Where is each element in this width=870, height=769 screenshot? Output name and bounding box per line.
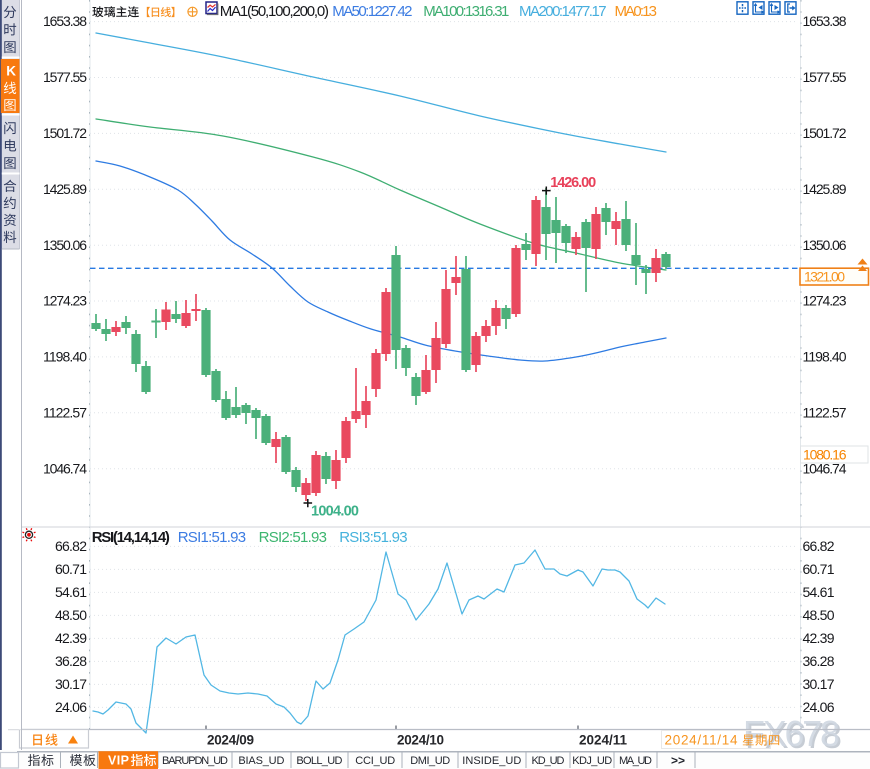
svg-text:MA50:1227.42: MA50:1227.42 xyxy=(332,3,412,20)
svg-text:1198.40: 1198.40 xyxy=(803,349,847,365)
svg-text:24.06: 24.06 xyxy=(803,699,835,715)
svg-text:1122.57: 1122.57 xyxy=(43,404,87,420)
svg-text:1577.55: 1577.55 xyxy=(803,69,847,85)
svg-text:KDJ_UD: KDJ_UD xyxy=(572,755,612,767)
svg-text:VIP: VIP xyxy=(108,754,129,768)
svg-text:66.82: 66.82 xyxy=(55,538,87,554)
svg-text:FX678: FX678 xyxy=(743,713,840,754)
svg-text:1350.06: 1350.06 xyxy=(43,237,87,253)
svg-text:RSI(14,14,14): RSI(14,14,14) xyxy=(92,529,170,546)
svg-text:RSI3:51.93: RSI3:51.93 xyxy=(339,529,407,546)
svg-text:KD_UD: KD_UD xyxy=(532,755,565,767)
svg-text:1501.72: 1501.72 xyxy=(43,125,87,141)
svg-text:1425.89: 1425.89 xyxy=(43,181,87,197)
svg-text:1425.89: 1425.89 xyxy=(803,181,847,197)
svg-text:INSIDE_UD: INSIDE_UD xyxy=(462,755,521,767)
svg-text:36.28: 36.28 xyxy=(803,653,835,669)
svg-text:42.39: 42.39 xyxy=(803,630,835,646)
svg-text:>>: >> xyxy=(671,754,685,768)
svg-text:1653.38: 1653.38 xyxy=(43,13,87,29)
svg-text:2024/10: 2024/10 xyxy=(397,732,444,747)
svg-text:60.71: 60.71 xyxy=(55,561,87,577)
svg-text:2024/09: 2024/09 xyxy=(207,732,254,747)
svg-text:1501.72: 1501.72 xyxy=(803,125,847,141)
svg-text:BOLL_UD: BOLL_UD xyxy=(296,755,342,767)
svg-text:1653.38: 1653.38 xyxy=(803,13,847,29)
svg-text:30.17: 30.17 xyxy=(803,676,835,692)
svg-text:66.82: 66.82 xyxy=(803,538,835,554)
svg-text:2024/11/14: 2024/11/14 xyxy=(665,732,738,747)
svg-text:MA0:13: MA0:13 xyxy=(615,3,658,20)
svg-text:48.50: 48.50 xyxy=(803,607,835,623)
svg-text:MA_UD: MA_UD xyxy=(619,755,652,767)
svg-text:DMI_UD: DMI_UD xyxy=(410,755,450,767)
svg-text:MA100:1316.31: MA100:1316.31 xyxy=(423,3,509,20)
svg-text:1274.23: 1274.23 xyxy=(803,293,847,309)
svg-text:MA200:1477.17: MA200:1477.17 xyxy=(519,3,607,20)
svg-text:1274.23: 1274.23 xyxy=(43,293,87,309)
svg-text:30.17: 30.17 xyxy=(55,676,87,692)
svg-text:2024/11: 2024/11 xyxy=(579,732,627,747)
svg-text:42.39: 42.39 xyxy=(55,630,87,646)
svg-text:RSI2:51.93: RSI2:51.93 xyxy=(259,529,327,546)
svg-text:1046.74: 1046.74 xyxy=(803,460,847,476)
svg-text:60.71: 60.71 xyxy=(803,561,835,577)
svg-text:1080.16: 1080.16 xyxy=(803,447,847,463)
svg-text:1350.06: 1350.06 xyxy=(803,237,847,253)
svg-text:24.06: 24.06 xyxy=(55,699,87,715)
svg-text:48.50: 48.50 xyxy=(55,607,87,623)
svg-text:1198.40: 1198.40 xyxy=(43,349,87,365)
svg-text:1321.00: 1321.00 xyxy=(804,268,845,284)
svg-text:54.61: 54.61 xyxy=(803,584,835,600)
svg-text:CCI_UD: CCI_UD xyxy=(355,755,395,767)
svg-text:BARUPDN_UD: BARUPDN_UD xyxy=(162,755,228,767)
svg-text:1426.00: 1426.00 xyxy=(550,175,596,191)
svg-text:1046.74: 1046.74 xyxy=(43,460,87,476)
svg-text:MA1(50,100,200,0): MA1(50,100,200,0) xyxy=(220,3,329,20)
svg-text:54.61: 54.61 xyxy=(55,584,87,600)
svg-text:FX678: FX678 xyxy=(745,715,842,756)
svg-text:36.28: 36.28 xyxy=(55,653,87,669)
svg-text:1122.57: 1122.57 xyxy=(803,404,847,420)
svg-text:RSI1:51.93: RSI1:51.93 xyxy=(178,529,246,546)
svg-text:1004.00: 1004.00 xyxy=(311,503,359,519)
svg-text:BIAS_UD: BIAS_UD xyxy=(238,755,284,767)
svg-text:K: K xyxy=(6,64,16,79)
svg-text:1577.55: 1577.55 xyxy=(43,69,87,85)
